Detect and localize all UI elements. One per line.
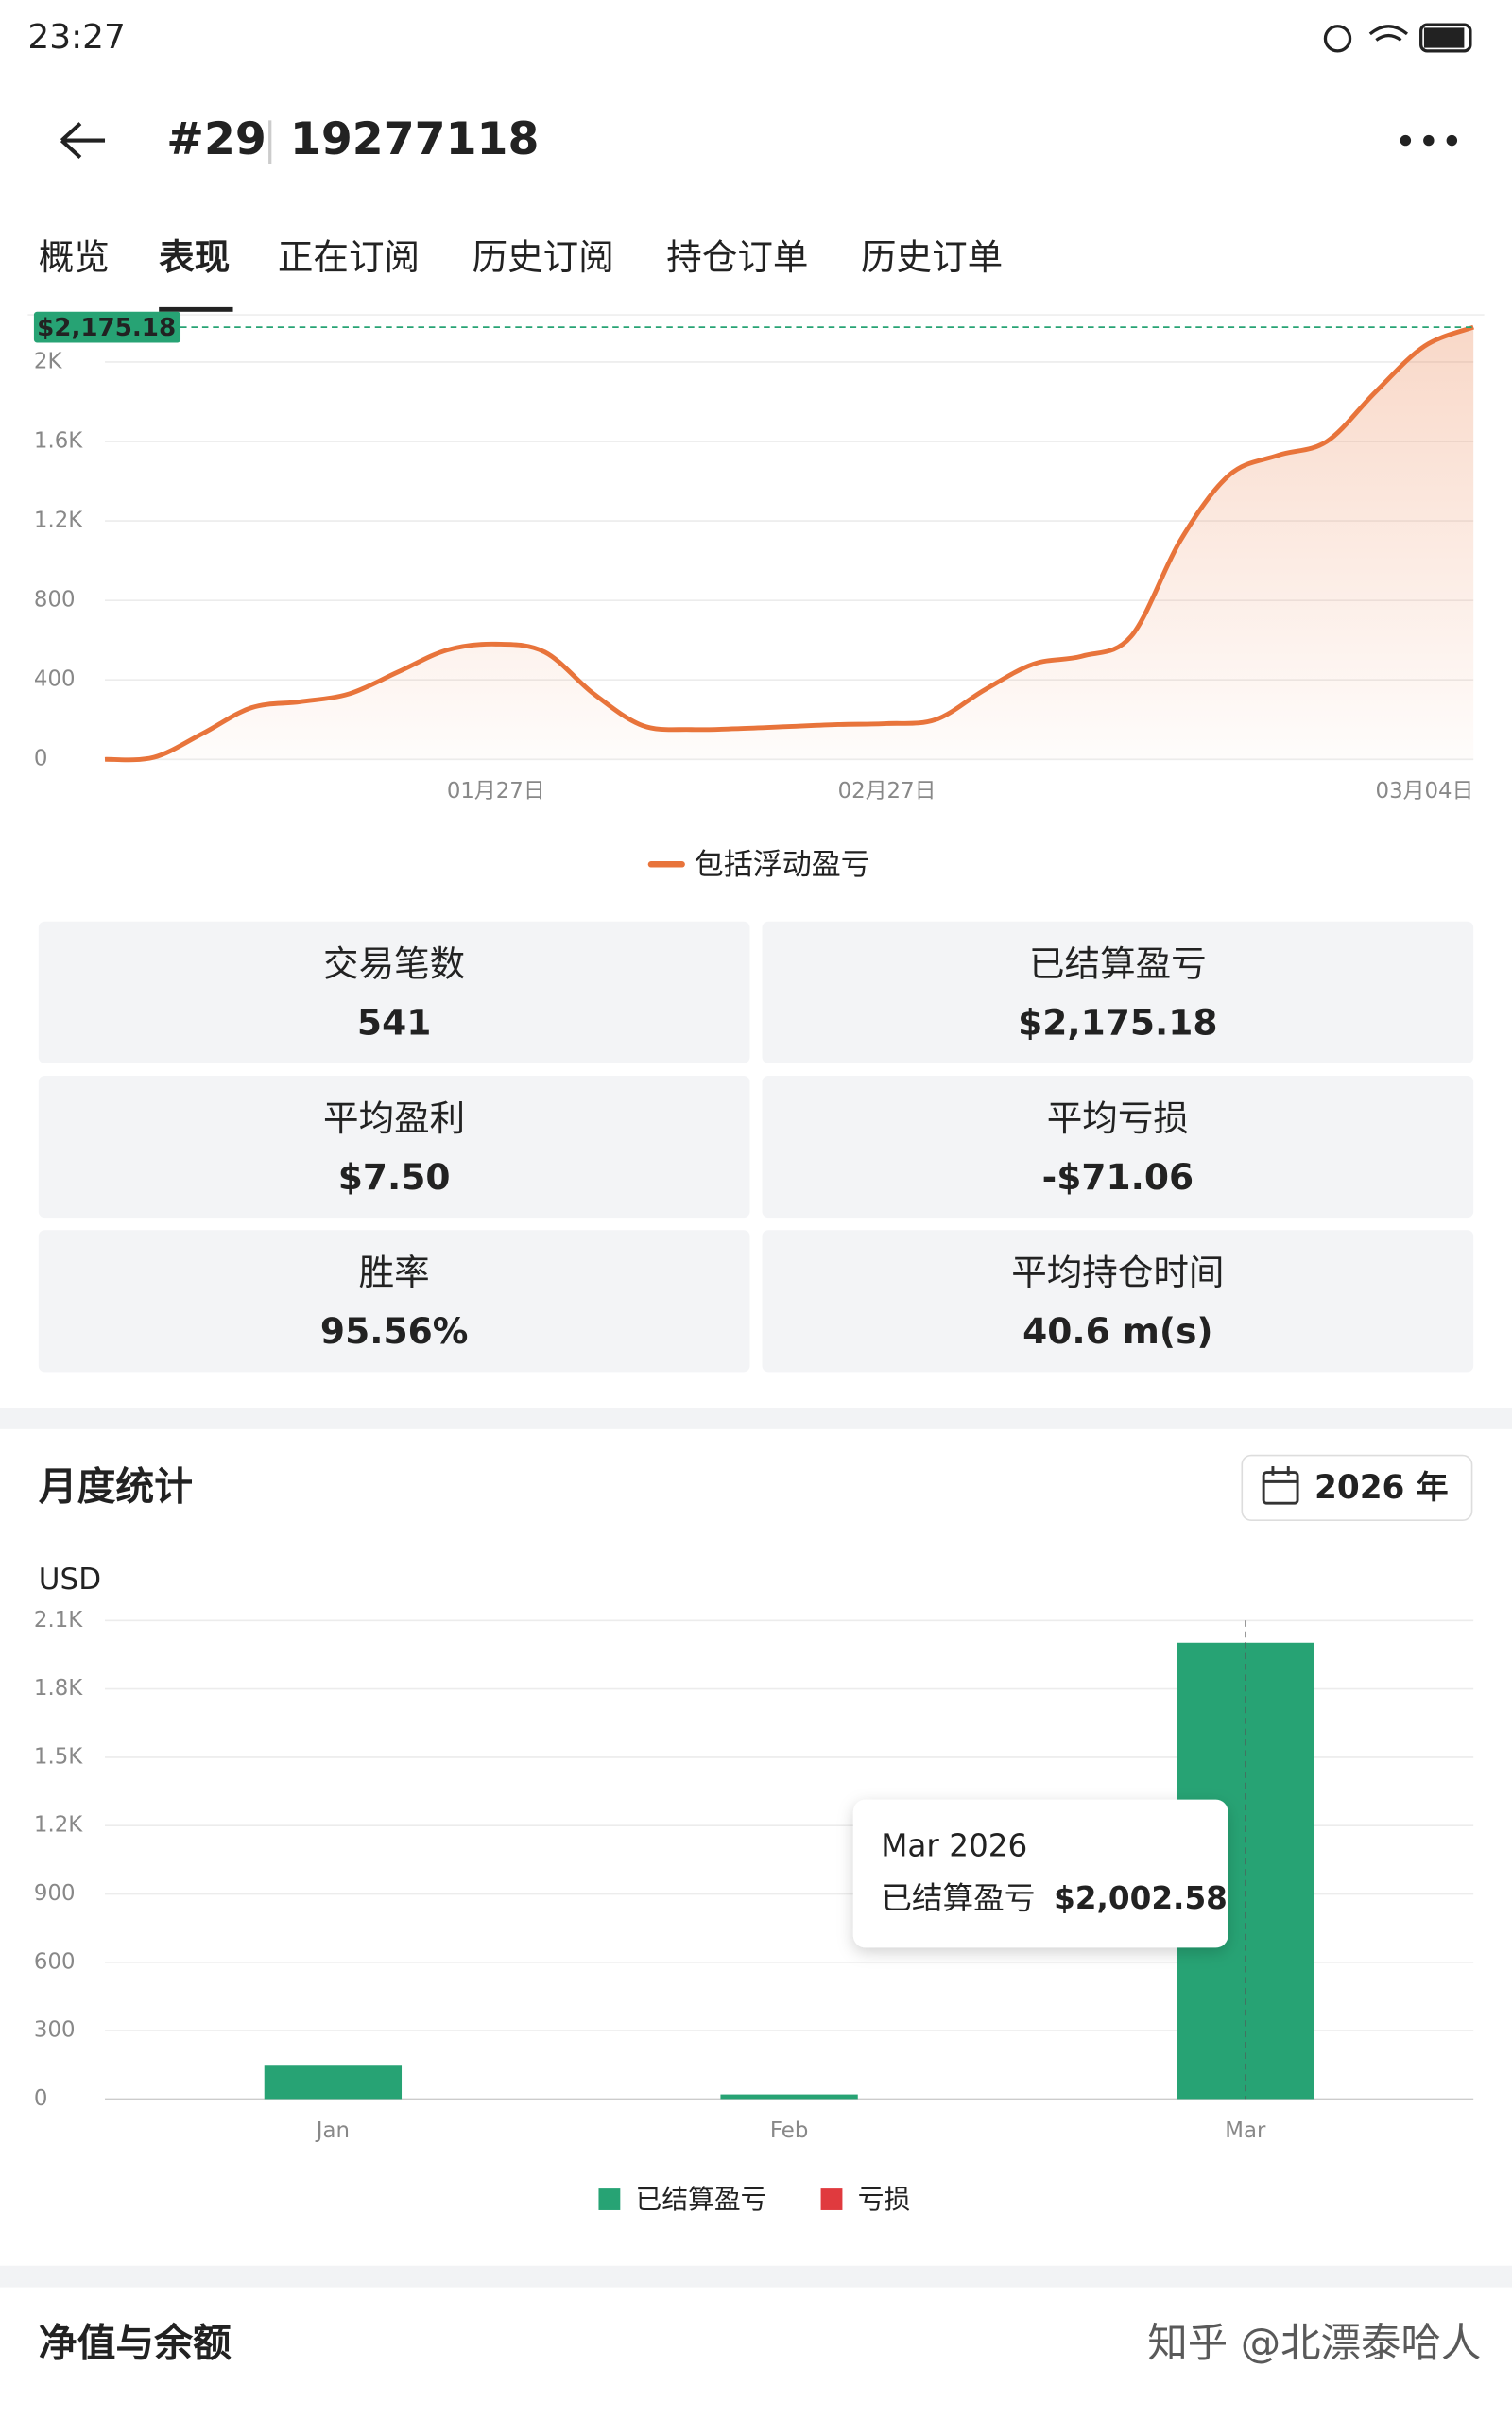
legend-label[interactable]: 已结算盈亏 <box>636 2184 767 2215</box>
bar <box>264 2065 403 2100</box>
status-time: 23:27 <box>27 18 125 57</box>
y-tick-label: 300 <box>34 2018 76 2043</box>
stat-value: 95.56% <box>320 1310 468 1352</box>
section-gap <box>0 2265 1512 2288</box>
stat-value: 40.6 m(s) <box>1022 1310 1213 1352</box>
tooltip-title: Mar 2026 <box>881 1827 1027 1863</box>
year-selector[interactable] <box>1241 1454 1473 1521</box>
more-button[interactable] <box>1400 134 1458 147</box>
stat-card <box>38 1075 750 1219</box>
tab[interactable]: 表现 <box>159 236 230 278</box>
stat-value: 541 <box>357 1002 431 1044</box>
y-tick-label: 0 <box>34 2086 48 2111</box>
tab-indicator <box>159 306 233 312</box>
stat-label: 交易笔数 <box>323 943 465 985</box>
y-tick-label: 1.2K <box>34 1813 83 1838</box>
x-tick-label: 01月27日 <box>447 779 545 804</box>
stat-label: 平均盈利 <box>323 1098 465 1139</box>
section-title: 净值与余额 <box>39 2321 232 2366</box>
tooltip <box>852 1799 1228 1948</box>
stat-value: -$71.06 <box>1042 1156 1194 1198</box>
stat-card <box>38 921 750 1063</box>
section-gap <box>0 1407 1512 1429</box>
tab[interactable]: 概览 <box>39 236 110 278</box>
stat-value: $7.50 <box>338 1156 451 1198</box>
x-tick-label: Feb <box>770 2118 808 2143</box>
y-tick-label: 2.1K <box>34 1608 83 1633</box>
header-rank: #29 <box>166 113 266 165</box>
y-tick-label: 1.5K <box>34 1744 83 1769</box>
section-title: 月度统计 <box>39 1464 193 1510</box>
reference-badge <box>33 311 181 343</box>
stat-label: 胜率 <box>359 1252 430 1293</box>
tooltip-series: 已结算盈亏 <box>881 1880 1035 1916</box>
stat-label: 平均亏损 <box>1047 1098 1189 1139</box>
legend-label[interactable]: 亏损 <box>858 2184 911 2215</box>
y-tick-label: 0 <box>34 747 48 771</box>
legend-label: 包括浮动盈亏 <box>695 848 870 882</box>
stat-card <box>38 1230 750 1373</box>
y-tick-label: 1.2K <box>34 509 83 533</box>
back-button[interactable] <box>60 122 106 160</box>
stat-label: 平均持仓时间 <box>1011 1252 1224 1293</box>
y-tick-label: 1.6K <box>34 429 83 454</box>
y-tick-label: 600 <box>34 1949 76 1974</box>
tab[interactable]: 正在订阅 <box>278 236 420 278</box>
y-tick-label: 400 <box>34 667 76 692</box>
legend-swatch <box>598 2188 621 2210</box>
tab[interactable]: 历史订单 <box>861 236 1003 278</box>
y-axis-label: USD <box>39 1563 101 1597</box>
y-tick-label: 800 <box>34 588 76 613</box>
y-tick-label: 1.8K <box>34 1676 83 1701</box>
reference-label: $2,175.18 <box>37 314 176 342</box>
stat-card <box>762 1075 1474 1219</box>
tooltip-value: $2,002.58 <box>1054 1880 1228 1916</box>
y-tick-label: 900 <box>34 1881 76 1906</box>
legend-swatch <box>820 2188 843 2210</box>
x-tick-label: Jan <box>315 2118 350 2143</box>
x-tick-label: 03月04日 <box>1376 779 1474 804</box>
stat-card <box>762 1230 1474 1373</box>
tab[interactable]: 历史订阅 <box>472 236 614 278</box>
watermark: 知乎 @北漂泰哈人 <box>1147 2321 1481 2367</box>
tab[interactable]: 持仓订单 <box>666 236 808 278</box>
line <box>104 324 1475 763</box>
stat-label: 已结算盈亏 <box>1029 943 1207 985</box>
y-tick-label: 2K <box>34 349 63 373</box>
header-account: 19277118 <box>290 113 539 165</box>
bar <box>720 2094 858 2100</box>
x-tick-label: 02月27日 <box>838 779 936 804</box>
stat-card <box>762 921 1474 1063</box>
year-label: 2026 年 <box>1314 1469 1449 1507</box>
status-icons <box>1323 23 1472 53</box>
stat-value: $2,175.18 <box>1018 1002 1217 1044</box>
x-tick-label: Mar <box>1225 2118 1266 2143</box>
calendar-icon <box>1262 1466 1299 1505</box>
